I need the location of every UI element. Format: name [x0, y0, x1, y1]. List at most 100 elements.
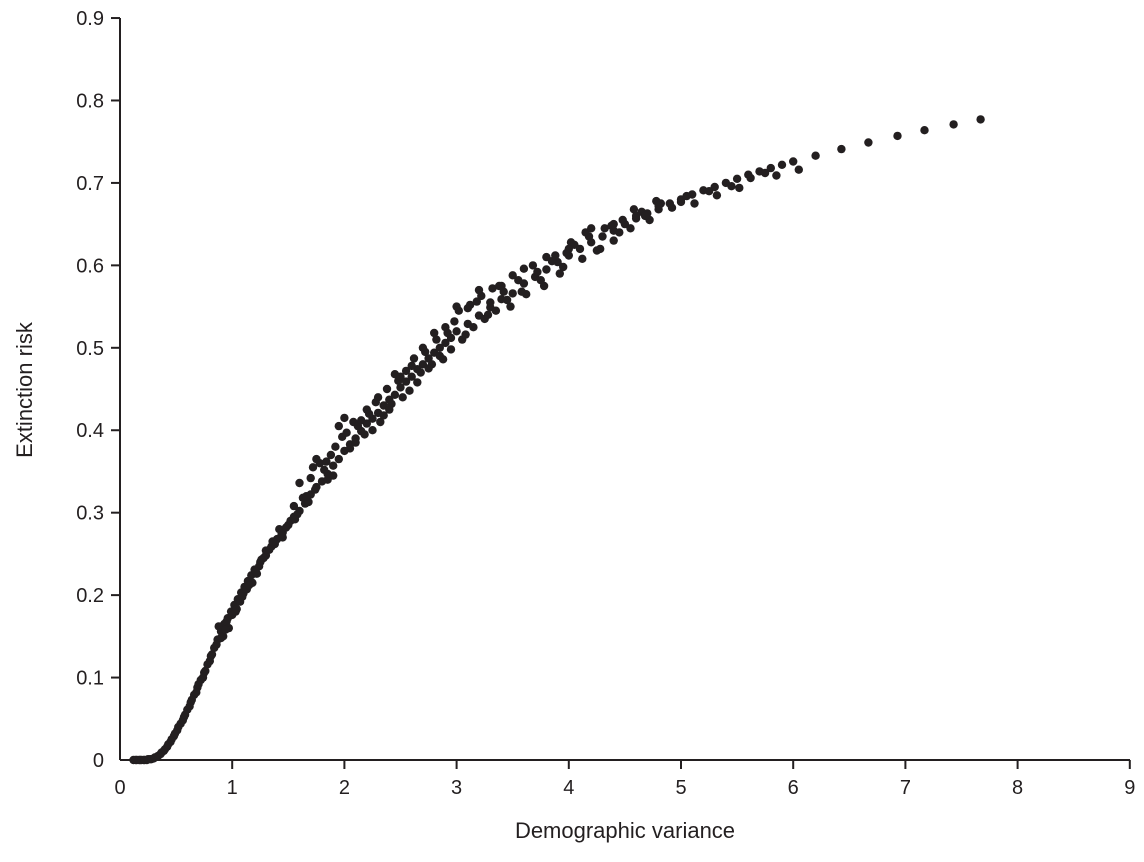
data-point	[441, 323, 450, 332]
data-point	[312, 454, 321, 464]
data-point	[362, 405, 371, 414]
data-point	[351, 438, 360, 447]
y-tick-label: 0.8	[76, 90, 104, 112]
data-point	[551, 251, 560, 260]
y-tick-label: 0	[93, 750, 104, 772]
data-point	[542, 252, 551, 262]
data-point	[257, 555, 266, 564]
x-tick-label: 5	[675, 777, 686, 799]
x-tick-label: 8	[1012, 777, 1023, 799]
data-point	[704, 187, 714, 196]
x-axis-title: Demographic variance	[515, 818, 735, 843]
data-point	[483, 310, 493, 319]
data-point	[508, 271, 517, 280]
data-point	[401, 377, 411, 386]
data-point	[542, 265, 551, 274]
data-point	[216, 633, 226, 643]
data-point	[789, 157, 798, 166]
x-tick-label: 9	[1124, 777, 1135, 799]
y-tick-label: 0.1	[76, 668, 104, 690]
data-point	[418, 343, 428, 352]
data-point	[320, 465, 329, 474]
data-point	[205, 656, 214, 666]
y-tick-label: 0.7	[76, 173, 104, 195]
data-point	[441, 338, 450, 348]
data-point	[502, 295, 512, 305]
data-point	[407, 372, 416, 381]
data-point	[486, 298, 495, 307]
data-point	[794, 165, 803, 174]
data-point	[373, 393, 383, 402]
data-point	[407, 361, 416, 371]
data-point	[281, 523, 291, 532]
data-point	[555, 269, 564, 278]
data-point	[450, 317, 459, 326]
data-point	[368, 426, 377, 435]
y-tick-label: 0.4	[76, 420, 104, 442]
data-point	[528, 261, 538, 270]
data-point	[564, 244, 573, 254]
data-point	[949, 120, 958, 129]
data-point	[207, 650, 217, 659]
data-point	[452, 302, 461, 311]
data-point	[746, 173, 755, 183]
data-point	[401, 366, 411, 376]
data-point	[517, 287, 526, 296]
data-point	[566, 238, 576, 247]
data-point	[631, 211, 641, 221]
data-point	[488, 284, 497, 293]
data-point	[461, 330, 470, 339]
data-point	[221, 625, 230, 634]
data-point	[811, 151, 820, 160]
y-tick-label: 0.6	[76, 255, 104, 277]
data-point	[472, 297, 481, 306]
data-point	[536, 276, 545, 285]
y-ticks: 0 0.1 0.2 0.3 0.4 0.5 0.6 0.7 0.8 0.9	[76, 8, 120, 772]
data-point	[609, 236, 618, 245]
y-tick-label: 0.5	[76, 338, 104, 360]
data-point	[598, 232, 607, 241]
data-point	[379, 411, 388, 420]
data-point	[277, 529, 286, 539]
data-point	[514, 276, 523, 285]
data-point	[295, 478, 304, 488]
data-point	[265, 545, 274, 554]
data-point	[837, 144, 846, 154]
data-point	[626, 224, 635, 233]
data-point	[596, 244, 605, 254]
data-point	[331, 442, 340, 451]
data-point	[629, 205, 639, 214]
data-point	[508, 289, 517, 298]
data-point	[432, 335, 441, 344]
data-point	[360, 430, 369, 439]
data-point	[920, 126, 929, 135]
x-tick-label: 1	[227, 777, 238, 799]
data-point	[311, 485, 320, 494]
data-point	[170, 729, 180, 738]
data-point	[600, 224, 609, 233]
data-point	[302, 492, 311, 501]
y-tick-label: 0.2	[76, 585, 104, 607]
data-point	[469, 323, 478, 332]
data-point	[214, 622, 223, 631]
x-tick-label: 3	[451, 777, 462, 799]
data-point	[342, 428, 351, 437]
data-point	[405, 386, 414, 395]
data-point	[290, 515, 300, 524]
data-point	[766, 163, 775, 173]
data-point	[497, 281, 506, 291]
data-point	[198, 673, 208, 682]
data-point	[201, 666, 210, 676]
data-point	[251, 567, 260, 576]
data-point	[238, 592, 247, 601]
data-point	[409, 354, 419, 363]
data-point	[416, 368, 425, 377]
data-point	[533, 267, 542, 277]
data-point	[735, 183, 744, 193]
y-tick-label: 0.9	[76, 8, 104, 30]
data-point	[212, 640, 221, 649]
data-point	[329, 461, 338, 470]
y-axis-title: Extinction risk	[12, 321, 37, 458]
data-point	[491, 306, 501, 315]
data-point	[329, 471, 338, 480]
